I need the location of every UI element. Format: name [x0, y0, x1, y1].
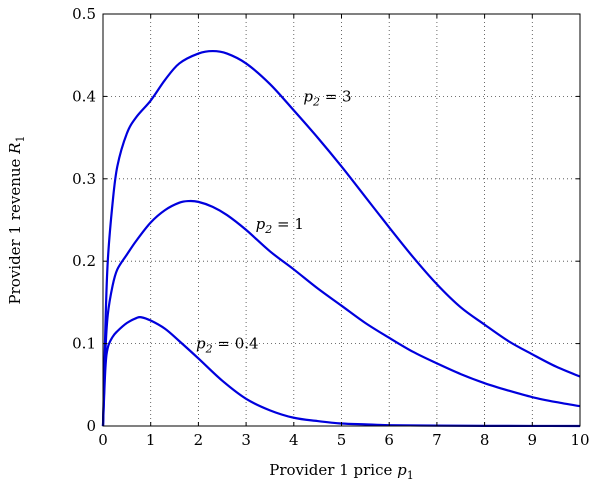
x-axis-label-var: p [397, 461, 407, 479]
ticks [102, 13, 581, 427]
x-tick-label: 1 [146, 431, 156, 449]
x-tick-label: 4 [289, 431, 299, 449]
y-axis-label: Provider 1 revenue R1 [6, 136, 27, 305]
x-tick-label: 5 [337, 431, 347, 449]
y-axis-label-var: R [6, 143, 24, 155]
y-axis-label-text: Provider 1 revenue [6, 154, 24, 305]
x-tick-labels: 0 1 2 3 4 5 6 7 8 9 10 [98, 431, 589, 449]
x-tick-label: 9 [528, 431, 538, 449]
x-tick-label: 8 [480, 431, 490, 449]
x-tick-label: 7 [432, 431, 442, 449]
y-tick-label: 0 [86, 417, 96, 435]
series-annotation-2: p2 = 0.4 [196, 335, 259, 356]
series-line-2 [101, 315, 581, 428]
y-tick-label: 0.3 [72, 170, 96, 188]
x-axis-label-text: Provider 1 price [269, 461, 397, 479]
plot-frame [102, 13, 581, 427]
y-tick-labels: 0 0.1 0.2 0.3 0.4 0.5 [72, 5, 96, 435]
series-line-0 [101, 49, 581, 427]
x-tick-label: 0 [98, 431, 108, 449]
x-axis-label: Provider 1 price p1 [269, 461, 414, 482]
x-tick-label: 6 [384, 431, 394, 449]
series-annotations: p2 = 3 p2 = 1 p2 = 0.4 [196, 87, 352, 355]
x-tick-label: 10 [570, 431, 589, 449]
series-annotation-0: p2 = 3 [303, 87, 351, 108]
y-tick-label: 0.5 [72, 5, 96, 23]
y-tick-label: 0.2 [72, 252, 96, 270]
grid [103, 14, 580, 426]
series-annotation-1: p2 = 1 [256, 215, 304, 236]
x-tick-label: 3 [241, 431, 251, 449]
series-line-1 [101, 199, 581, 427]
y-tick-label: 0.4 [72, 87, 96, 105]
x-tick-label: 2 [194, 431, 204, 449]
x-axis-label-sub: 1 [407, 469, 414, 482]
y-tick-label: 0.1 [72, 335, 96, 353]
curves [101, 49, 581, 428]
y-axis-label-sub: 1 [14, 136, 27, 143]
